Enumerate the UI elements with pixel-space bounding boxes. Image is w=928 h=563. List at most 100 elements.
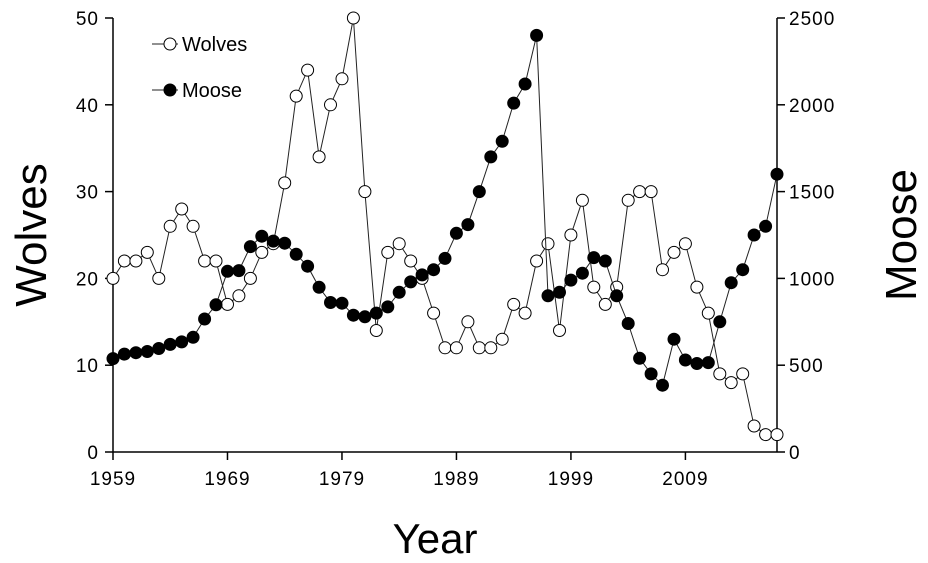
wolves-point	[117, 254, 131, 268]
wolves-point	[656, 263, 669, 277]
wolves-point	[243, 271, 257, 285]
wolves-point	[484, 341, 498, 355]
wolves-point	[312, 150, 326, 164]
moose-point	[369, 306, 383, 320]
moose-point	[278, 236, 292, 250]
moose-point	[598, 254, 612, 268]
wolves-point	[427, 306, 441, 320]
moose-point	[644, 367, 658, 381]
moose-point	[633, 351, 647, 365]
wolves-point	[335, 72, 349, 86]
moose-point	[255, 229, 269, 243]
wolves-point	[701, 306, 715, 320]
wolves-point	[472, 341, 486, 355]
wolves-point	[221, 297, 234, 311]
wolves-point	[770, 428, 784, 442]
moose-point	[621, 317, 635, 330]
wolves-point	[530, 254, 544, 268]
moose-point	[495, 134, 509, 148]
right-tick-label: 1000	[789, 269, 835, 290]
moose-point	[472, 185, 486, 199]
wolves-point	[346, 11, 360, 25]
left-tick-label: 0	[87, 443, 99, 464]
moose-point	[564, 273, 578, 287]
moose-point	[575, 266, 589, 280]
moose-point	[186, 330, 200, 344]
wolves-point	[152, 271, 166, 285]
moose-point	[553, 285, 566, 299]
moose-point	[427, 263, 441, 277]
moose-point	[541, 289, 555, 303]
moose-point	[713, 315, 727, 329]
moose-point	[415, 268, 429, 282]
wolves-point	[369, 324, 383, 337]
wolves-point	[163, 219, 177, 233]
right-axis-title: Moose	[877, 169, 926, 301]
moose-point	[106, 352, 120, 366]
left-tick-label: 30	[76, 183, 99, 204]
moose-point	[404, 275, 418, 289]
moose-point	[449, 226, 463, 240]
moose-point	[701, 356, 715, 370]
moose-point	[656, 378, 669, 392]
moose-point	[175, 335, 189, 349]
moose-point	[507, 96, 521, 110]
wolves-point	[507, 297, 521, 311]
moose-point	[530, 28, 544, 42]
right-tick-label: 2500	[789, 9, 835, 30]
wolves-point	[140, 245, 154, 259]
wolves-point	[255, 245, 269, 259]
wolves-point	[278, 176, 292, 190]
moose-point	[358, 310, 372, 324]
wolves-point	[598, 297, 612, 311]
wolves-point	[381, 245, 395, 259]
wolves-point	[564, 228, 578, 242]
right-tick-label: 0	[789, 443, 801, 464]
moose-point	[392, 285, 406, 299]
moose-point	[461, 218, 475, 232]
wolves-point	[633, 185, 647, 199]
wolves-point	[175, 202, 189, 216]
wolves-point	[198, 254, 212, 268]
moose-point	[140, 345, 154, 358]
moose-point	[438, 251, 452, 265]
x-tick-label: 1959	[90, 469, 136, 490]
wolves-point	[747, 419, 761, 433]
wolves-point	[621, 193, 635, 207]
x-axis-title: Year	[393, 515, 478, 562]
moose-point	[312, 280, 326, 294]
wolves-point	[129, 254, 143, 268]
moose-point	[152, 342, 166, 355]
moose-point	[266, 234, 280, 248]
legend-marker	[163, 83, 177, 97]
wolves-point	[461, 315, 475, 329]
moose-point	[736, 263, 750, 277]
moose-point	[747, 228, 761, 242]
wolves-point	[106, 271, 120, 285]
wolves-point	[678, 237, 692, 251]
moose-point	[484, 150, 498, 164]
legend-label: Wolves	[182, 34, 247, 56]
moose-point	[324, 296, 337, 309]
legend-label: Moose	[182, 80, 242, 102]
wolves-point	[541, 237, 555, 251]
x-tick-label: 1999	[548, 469, 594, 490]
wolves-point	[232, 289, 246, 303]
wolves-point	[392, 237, 406, 251]
x-tick-label: 2009	[662, 469, 708, 490]
x-tick-label: 1989	[433, 469, 479, 490]
wolves-point	[575, 193, 589, 207]
wolves-point	[495, 332, 509, 346]
wolves-point	[713, 367, 727, 381]
wolves-point	[724, 376, 738, 390]
left-tick-label: 20	[76, 269, 99, 290]
moose-point	[301, 259, 315, 273]
wolves-point	[587, 280, 601, 294]
left-tick-label: 10	[76, 356, 99, 377]
moose-point	[232, 264, 246, 278]
moose-point	[724, 276, 738, 290]
wolves-point	[209, 254, 223, 268]
wolves-point	[438, 341, 452, 355]
left-axis-title: Wolves	[7, 163, 56, 306]
